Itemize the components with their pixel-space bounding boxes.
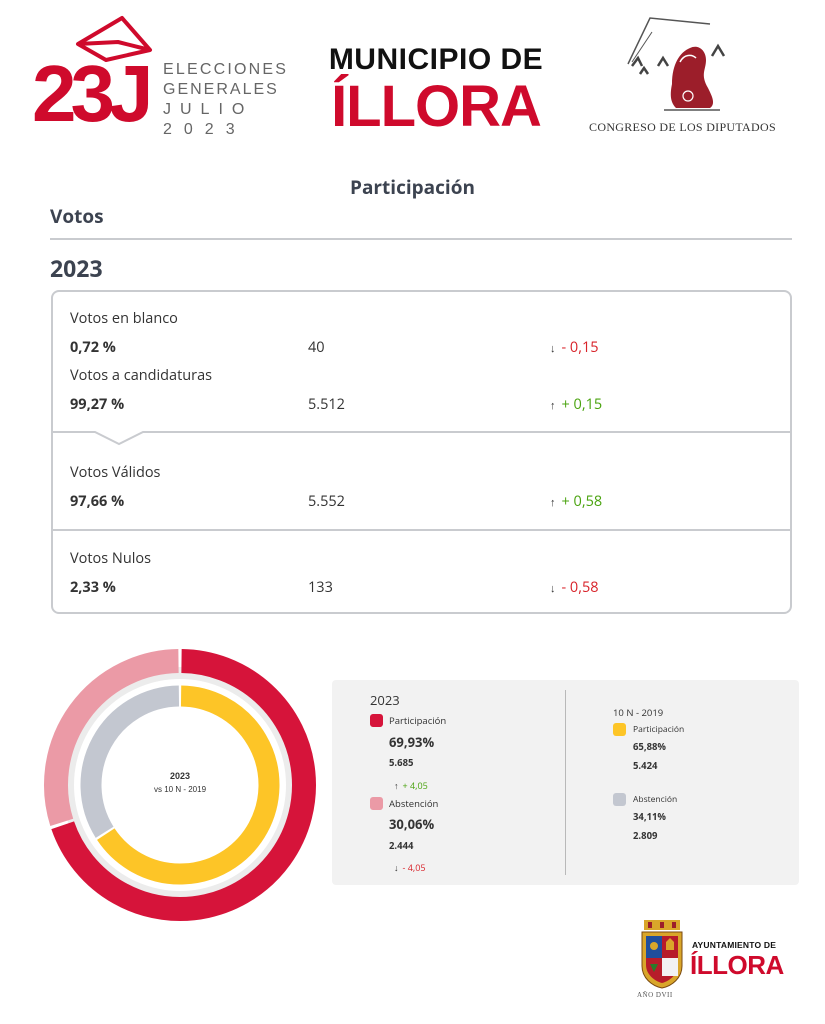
donut-center-subtitle: vs 10 N - 2019: [154, 785, 207, 794]
ayuntamiento-line-1: AYUNTAMIENTO DE: [692, 940, 777, 950]
votos-validos-label: Votos Válidos: [70, 463, 161, 482]
congreso-emblem-icon: [627, 17, 726, 111]
logo-number: 23J: [32, 49, 154, 138]
diff-value: - 4,05: [402, 861, 426, 874]
coat-of-arms-year: AÑO DVII: [637, 991, 673, 999]
legend-diff-participacion: ↑ + 4,05: [394, 779, 428, 792]
logo-line-3: JULIO: [163, 101, 254, 118]
votos-candidaturas-label: Votos a candidaturas: [70, 366, 213, 385]
legend-count-participacion-2023: 5.685: [389, 756, 414, 769]
votos-nulos-count: 133: [308, 578, 333, 597]
votos-validos-diff: ↑ + 0,58: [550, 492, 602, 511]
elecciones-23j-logo: 23J ELECCIONES GENERALES JULIO 2023: [30, 14, 286, 138]
legend-pct-abstencion-2023: 30,06%: [389, 815, 435, 833]
donut-slice-inner-participacin: [97, 685, 280, 885]
legend-diff-abstencion: ↓ - 4,05: [394, 861, 426, 874]
votos-heading: Votos: [50, 203, 104, 229]
municipio-title: MUNICIPIO DE ÍLLORA: [328, 42, 544, 136]
votos-card: Votos en blanco 0,72 % 40 ↓ - 0,15 Votos …: [51, 290, 792, 614]
donut-slice-outer-participacin: [51, 649, 316, 921]
legend-pct-participacion-2023: 69,93%: [389, 733, 435, 751]
legend-label-abstencion-2023: Abstención: [389, 797, 439, 810]
votos-nulos-pct: 2,33 %: [70, 578, 116, 597]
donut-center-title: 2023: [170, 771, 190, 781]
legend-2019-year: 10 N - 2019: [613, 706, 664, 719]
arrow-up-icon: ↑: [394, 779, 399, 792]
legend-2023-year: 2023: [370, 691, 400, 709]
arrow-down-icon: ↓: [550, 581, 556, 596]
arrow-up-icon: ↑: [550, 398, 556, 413]
logo-line-4: 2023: [163, 121, 247, 138]
legend-count-abstencion-2019: 2.809: [633, 829, 658, 842]
votos-validos-pct: 97,66 %: [70, 492, 125, 511]
participation-donut-chart: 2023 vs 10 N - 2019: [44, 649, 316, 921]
votos-blanco-count: 40: [308, 338, 325, 357]
diff-value: + 4,05: [402, 779, 428, 792]
arrow-down-icon: ↓: [550, 341, 556, 356]
votos-blanco-pct: 0,72 %: [70, 338, 116, 357]
ayuntamiento-logo: AYUNTAMIENTO DE ÍLLORA AÑO DVII: [634, 918, 794, 1003]
votos-candidaturas-pct: 99,27 %: [70, 395, 125, 414]
votos-nulos-label: Votos Nulos: [70, 549, 152, 568]
logo-text: ELECCIONES GENERALES JULIO 2023: [163, 60, 288, 140]
votos-blanco-label: Votos en blanco: [70, 309, 178, 328]
donut-gap-ring: [62, 667, 298, 903]
diff-value: + 0,58: [561, 492, 603, 511]
row-divider: [53, 529, 790, 531]
section-title: Participación: [350, 174, 475, 200]
legend-pct-participacion-2019: 65,88%: [633, 740, 666, 753]
envelope-icon: [76, 16, 152, 62]
year-heading: 2023: [50, 252, 103, 284]
legend-count-abstencion-2023: 2.444: [389, 839, 414, 852]
votos-candidaturas-count: 5.512: [308, 395, 345, 414]
diff-value: - 0,58: [561, 578, 599, 597]
legend-count-participacion-2019: 5.424: [633, 759, 658, 772]
votos-blanco-diff: ↓ - 0,15: [550, 338, 599, 357]
votos-candidaturas-diff: ↑ + 0,15: [550, 395, 602, 414]
legend-separator: [565, 690, 566, 875]
arrow-up-icon: ↑: [550, 495, 556, 510]
congreso-logo: CONGRESO DE LOS DIPUTADOS: [580, 14, 785, 139]
municipio-line-1: MUNICIPIO DE: [328, 43, 544, 76]
legend-label-participacion-2019: Participación: [633, 724, 685, 735]
legend-swatch-participacion-2023: [370, 714, 383, 727]
ayuntamiento-line-2: ÍLLORA: [690, 950, 784, 980]
participation-legend: 2023 Participación 69,93% 5.685 ↑ + 4,05 …: [332, 680, 799, 885]
legend-pct-abstencion-2019: 34,11%: [633, 810, 666, 823]
logo-line-1: ELECCIONES: [163, 61, 289, 78]
logo-line-2: GENERALES: [163, 81, 279, 98]
congreso-text: CONGRESO DE LOS DIPUTADOS: [589, 120, 776, 134]
legend-label-abstencion-2019: Abstención: [633, 794, 678, 805]
legend-swatch-abstencion-2019: [613, 793, 626, 806]
legend-swatch-abstencion-2023: [370, 797, 383, 810]
legend-label-participacion-2023: Participación: [389, 714, 447, 727]
donut-slice-inner-abstencin: [80, 685, 180, 838]
votos-nulos-diff: ↓ - 0,58: [550, 578, 599, 597]
diff-value: + 0,15: [561, 395, 603, 414]
coat-of-arms-icon: [641, 920, 683, 989]
notch-divider: [53, 431, 790, 446]
donut-slice-outer-abstencin: [44, 649, 179, 826]
arrow-down-icon: ↓: [394, 861, 399, 874]
diff-value: - 0,15: [561, 338, 599, 357]
municipio-line-2: ÍLLORA: [331, 74, 542, 139]
legend-swatch-participacion-2019: [613, 723, 626, 736]
heading-divider: [50, 238, 792, 240]
votos-validos-count: 5.552: [308, 492, 345, 511]
